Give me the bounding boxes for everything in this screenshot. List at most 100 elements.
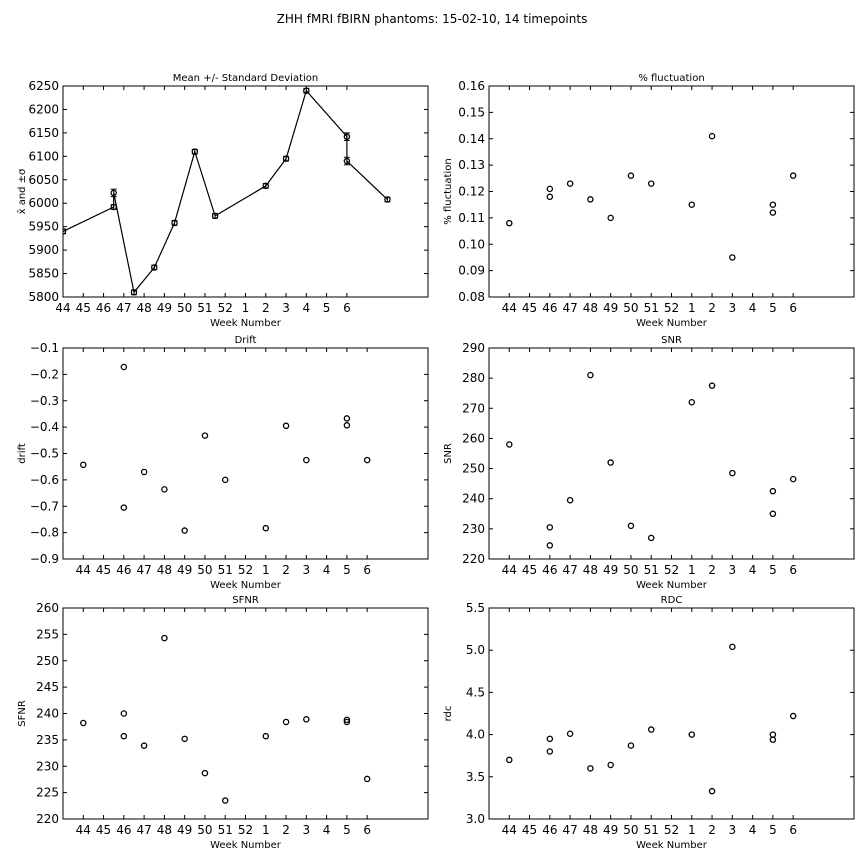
data-point — [546, 542, 554, 549]
y-tick-label: 225 — [36, 786, 59, 800]
data-point — [181, 527, 188, 534]
y-tick-label: 250 — [36, 654, 59, 668]
x-axis-label: Week Number — [636, 318, 708, 329]
x-tick-label: 52 — [218, 301, 233, 315]
y-tick-label: 235 — [36, 733, 59, 747]
data-point — [607, 214, 614, 222]
data-point — [262, 732, 270, 740]
x-tick-label: 48 — [583, 563, 598, 577]
data-point — [566, 730, 574, 738]
data-point — [627, 742, 635, 749]
data-point — [789, 172, 797, 179]
data-point — [120, 363, 128, 371]
x-tick-label: 48 — [157, 823, 172, 837]
y-tick-label: 5850 — [28, 267, 59, 281]
y-tick-label: 290 — [462, 341, 485, 355]
x-tick-label: 48 — [157, 563, 172, 577]
y-tick-label: 255 — [36, 627, 59, 641]
y-tick-label: 0.14 — [458, 132, 485, 146]
data-point — [221, 476, 229, 484]
data-point — [110, 203, 117, 211]
y-tick-label: 3.5 — [466, 770, 485, 784]
x-tick-label: 46 — [542, 823, 557, 837]
x-tick-label: 50 — [197, 563, 212, 577]
plot-frame — [488, 347, 855, 560]
x-tick-label: 44 — [502, 301, 517, 315]
x-tick-label: 45 — [96, 823, 111, 837]
data-point — [343, 415, 351, 422]
x-tick-label: 49 — [603, 301, 618, 315]
x-tick-label: 51 — [644, 823, 659, 837]
data-point — [729, 469, 736, 477]
x-tick-label: 3 — [729, 823, 737, 837]
x-tick-label: 45 — [522, 563, 537, 577]
y-tick-label: 280 — [462, 371, 485, 385]
x-tick-label: 5 — [769, 301, 777, 315]
data-point — [140, 742, 148, 749]
x-tick-label: 47 — [136, 823, 151, 837]
series-2 — [80, 363, 371, 534]
x-tick-label: 6 — [789, 823, 797, 837]
y-tick-label: 220 — [462, 552, 485, 566]
y-tick-label: 250 — [462, 462, 485, 476]
data-point — [546, 193, 554, 201]
x-axis-label: Week Number — [210, 318, 282, 329]
x-tick-label: 51 — [644, 563, 659, 577]
y-tick-label: 5950 — [28, 220, 59, 234]
x-tick-label: 52 — [238, 563, 253, 577]
x-tick-label: 6 — [363, 823, 371, 837]
data-point — [120, 732, 128, 740]
data-point — [587, 765, 594, 772]
data-point — [587, 196, 594, 203]
data-point — [161, 634, 168, 642]
x-tick-label: 49 — [603, 563, 618, 577]
data-point — [343, 716, 351, 724]
x-tick-label: 49 — [177, 823, 192, 837]
data-point — [789, 712, 797, 720]
data-point — [303, 716, 310, 723]
data-point — [211, 212, 219, 220]
x-tick-label: 50 — [623, 301, 638, 315]
data-point — [769, 209, 777, 216]
x-tick-label: 45 — [522, 823, 537, 837]
y-tick-label: 270 — [462, 401, 485, 415]
data-point — [282, 155, 290, 162]
data-point — [566, 180, 574, 187]
series-5 — [506, 643, 797, 795]
data-point — [627, 522, 635, 530]
data-point — [688, 399, 696, 406]
y-tick-label: 0.08 — [458, 290, 485, 304]
x-tick-label: 52 — [664, 823, 679, 837]
y-tick-label: −0.5 — [30, 447, 59, 461]
x-tick-label: 4 — [303, 301, 311, 315]
x-tick-label: 2 — [708, 301, 716, 315]
y-tick-label: 0.16 — [458, 79, 485, 93]
x-tick-label: 2 — [708, 563, 716, 577]
x-tick-label: 3 — [303, 823, 311, 837]
data-point — [303, 87, 310, 94]
y-tick-label: 230 — [36, 759, 59, 773]
y-tick-label: 260 — [36, 601, 59, 615]
x-tick-label: 48 — [583, 301, 598, 315]
y-tick-label: −0.7 — [30, 499, 59, 513]
data-point — [303, 456, 310, 464]
data-point — [546, 524, 554, 531]
x-tick-label: 5 — [343, 563, 351, 577]
y-tick-label: 6150 — [28, 126, 59, 140]
y-tick-label: 6050 — [28, 173, 59, 187]
x-axis-label: Week Number — [636, 580, 708, 591]
data-point — [221, 797, 229, 804]
data-point — [769, 736, 777, 743]
x-tick-label: 6 — [789, 563, 797, 577]
panel-title: SFNR — [232, 595, 259, 606]
data-point — [506, 219, 513, 227]
x-tick-label: 5 — [769, 823, 777, 837]
x-tick-label: 5 — [343, 823, 351, 837]
x-tick-label: 47 — [116, 301, 131, 315]
series-0 — [63, 87, 391, 296]
x-tick-label: 46 — [542, 301, 557, 315]
data-point — [688, 731, 696, 738]
y-tick-label: −0.4 — [30, 420, 59, 434]
x-axis-label: Week Number — [210, 840, 282, 851]
